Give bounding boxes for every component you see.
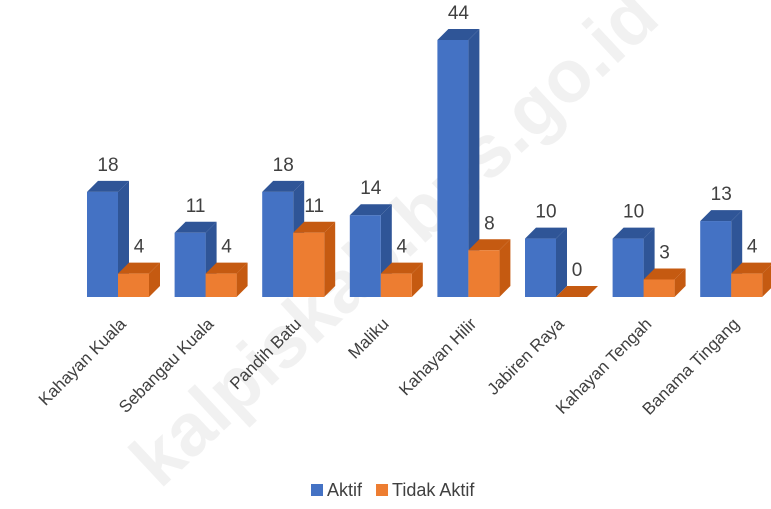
bar-front-face — [643, 279, 675, 297]
category-label: Jabiren Raya — [484, 314, 569, 399]
bar-aktif-5 — [437, 29, 480, 297]
value-label: 0 — [572, 260, 583, 281]
bar-front-face — [380, 273, 412, 297]
value-label: 3 — [659, 242, 670, 263]
bar-front-face — [118, 273, 149, 297]
bar-tidak-aktif-8 — [731, 262, 771, 297]
bar-top-face — [349, 204, 392, 216]
value-label: 10 — [535, 202, 556, 223]
bar-top-face — [468, 239, 511, 251]
value-label: 4 — [397, 237, 408, 258]
bar-top-face — [262, 180, 305, 192]
category-label: Kahayan Kuala — [35, 314, 130, 409]
bar-front-face — [205, 273, 237, 297]
bar-side-face — [411, 262, 423, 297]
value-label: 4 — [134, 237, 145, 258]
value-label: 18 — [97, 155, 118, 176]
bar-top-face — [118, 262, 160, 274]
bar-front-face — [731, 273, 763, 297]
bar-tidak-aktif-5 — [468, 239, 511, 297]
bar-top-face — [293, 221, 336, 233]
bar-tidak-aktif-4 — [380, 262, 423, 297]
value-label: 4 — [221, 237, 232, 258]
bar-top-face — [437, 29, 480, 40]
bar-top-face — [700, 210, 743, 222]
bar-front-face — [174, 232, 206, 297]
legend-swatch — [376, 484, 389, 496]
bar-side-face — [674, 268, 686, 297]
value-label: 8 — [484, 213, 495, 234]
bar-side-face — [762, 264, 771, 297]
value-label: 10 — [623, 202, 644, 223]
category-label: Kahayan Hilir — [395, 314, 480, 399]
category-label: Banama Tingang — [639, 314, 743, 418]
bar-front-face — [262, 191, 294, 297]
value-label: 11 — [186, 196, 206, 217]
value-label: 13 — [711, 184, 732, 205]
bar-front-face — [87, 191, 118, 297]
bar-top-face — [525, 227, 567, 239]
bar-front-face — [525, 238, 556, 297]
bar-front-face — [349, 215, 381, 297]
bar-front-face — [468, 250, 500, 297]
bar-tidak-aktif-1 — [118, 262, 160, 297]
bar-front-face — [437, 40, 469, 297]
bar-side-face — [324, 221, 336, 297]
bar-side-face — [236, 262, 248, 297]
value-label: 18 — [273, 155, 294, 176]
legend-swatch — [311, 484, 323, 496]
bar-side-face — [556, 227, 567, 297]
bar-side-face — [468, 29, 480, 297]
bar-top-face — [643, 268, 686, 280]
bar-tidak-aktif-6 — [556, 286, 598, 297]
bar-top-face — [87, 180, 129, 192]
value-label: 44 — [448, 3, 470, 24]
bar-tidak-aktif-7 — [643, 268, 686, 297]
legend-item-aktif: Aktif — [311, 480, 363, 500]
legend-item-tidak-aktif: Tidak Aktif — [376, 480, 475, 500]
bar-top-face — [174, 221, 217, 233]
bar-top-face — [205, 262, 248, 274]
bar-side-face — [499, 239, 511, 297]
bar-top-face — [380, 262, 423, 274]
bar-tidak-aktif-3 — [293, 221, 336, 297]
value-label: 14 — [360, 178, 382, 199]
bar-side-face — [149, 262, 160, 297]
bar-aktif-6 — [525, 227, 567, 297]
bar-front-face — [612, 238, 644, 297]
bar-front-face — [700, 221, 732, 297]
value-label: 11 — [304, 196, 324, 217]
legend-label: Tidak Aktif — [392, 480, 475, 500]
bar-top-face — [731, 262, 771, 274]
bar-front-face — [293, 232, 325, 297]
value-label: 4 — [747, 237, 758, 258]
bar-top-face — [556, 286, 598, 297]
category-label: Kahayan Tengah — [552, 314, 655, 417]
bar-tidak-aktif-2 — [205, 262, 248, 297]
legend-label: Aktif — [327, 480, 363, 500]
bars-group — [87, 29, 771, 297]
bar-top-face — [612, 227, 655, 239]
legend: Aktif Tidak Aktif — [311, 480, 475, 500]
